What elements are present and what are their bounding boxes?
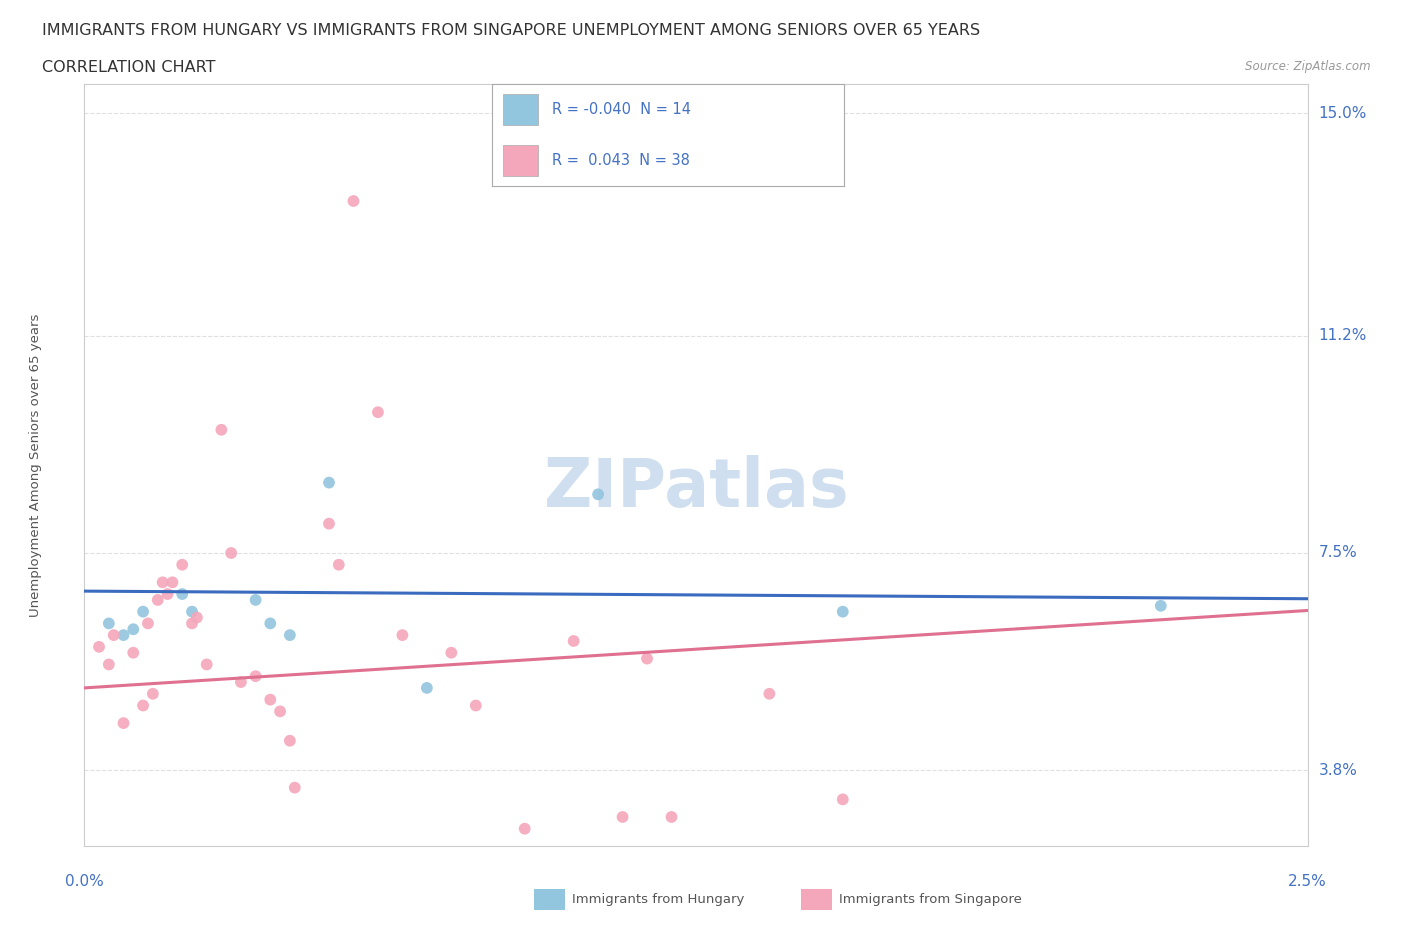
Text: IMMIGRANTS FROM HUNGARY VS IMMIGRANTS FROM SINGAPORE UNEMPLOYMENT AMONG SENIORS : IMMIGRANTS FROM HUNGARY VS IMMIGRANTS FR… [42,23,980,38]
Point [391,628,413,643]
Point [464,698,486,713]
Point [229,674,252,689]
Point [259,692,281,707]
Point [328,557,350,572]
Point [152,575,174,590]
Point [831,792,853,807]
Point [219,546,242,561]
Point [97,657,120,671]
Point [831,604,853,619]
Point [136,616,159,631]
Text: Unemployment Among Seniors over 65 years: Unemployment Among Seniors over 65 years [30,313,42,617]
Point [636,651,658,666]
Text: 2.5%: 2.5% [1288,874,1327,889]
Point [758,686,780,701]
Text: 0.0%: 0.0% [65,874,104,889]
Text: Immigrants from Singapore: Immigrants from Singapore [839,893,1022,906]
Point [186,610,208,625]
Text: R =  0.043  N = 38: R = 0.043 N = 38 [551,153,690,168]
Text: Source: ZipAtlas.com: Source: ZipAtlas.com [1246,60,1371,73]
Point [245,669,267,684]
Point [440,645,463,660]
Bar [503,94,537,125]
Point [146,592,169,607]
Point [586,487,609,502]
Point [181,604,204,619]
Point [122,622,145,637]
Point [562,633,585,648]
Point [661,809,683,824]
Point [259,616,281,631]
Point [1150,598,1173,613]
Point [103,628,125,643]
Point [416,681,439,696]
Point [172,557,194,572]
Point [342,193,364,208]
Point [87,640,110,655]
Text: ZIPatlas: ZIPatlas [544,455,848,521]
Text: 15.0%: 15.0% [1319,105,1367,121]
Point [278,628,301,643]
Point [112,716,135,731]
Text: 7.5%: 7.5% [1319,546,1357,561]
Text: CORRELATION CHART: CORRELATION CHART [42,60,215,75]
Bar [503,145,537,176]
Point [132,698,155,713]
Point [318,516,340,531]
Point [278,733,301,748]
Point [269,704,291,719]
Point [195,657,218,671]
Point [318,475,340,490]
Text: 3.8%: 3.8% [1319,763,1358,777]
Point [245,592,267,607]
Point [209,422,232,437]
Point [513,821,536,836]
Point [112,628,135,643]
Point [181,616,204,631]
Point [162,575,184,590]
Text: Immigrants from Hungary: Immigrants from Hungary [572,893,745,906]
Point [612,809,634,824]
Point [97,616,120,631]
Text: R = -0.040  N = 14: R = -0.040 N = 14 [551,101,690,117]
Point [156,587,179,602]
Point [172,587,194,602]
Point [284,780,307,795]
Point [142,686,165,701]
Point [367,405,389,419]
Text: 11.2%: 11.2% [1319,328,1367,343]
Point [122,645,145,660]
Point [132,604,155,619]
